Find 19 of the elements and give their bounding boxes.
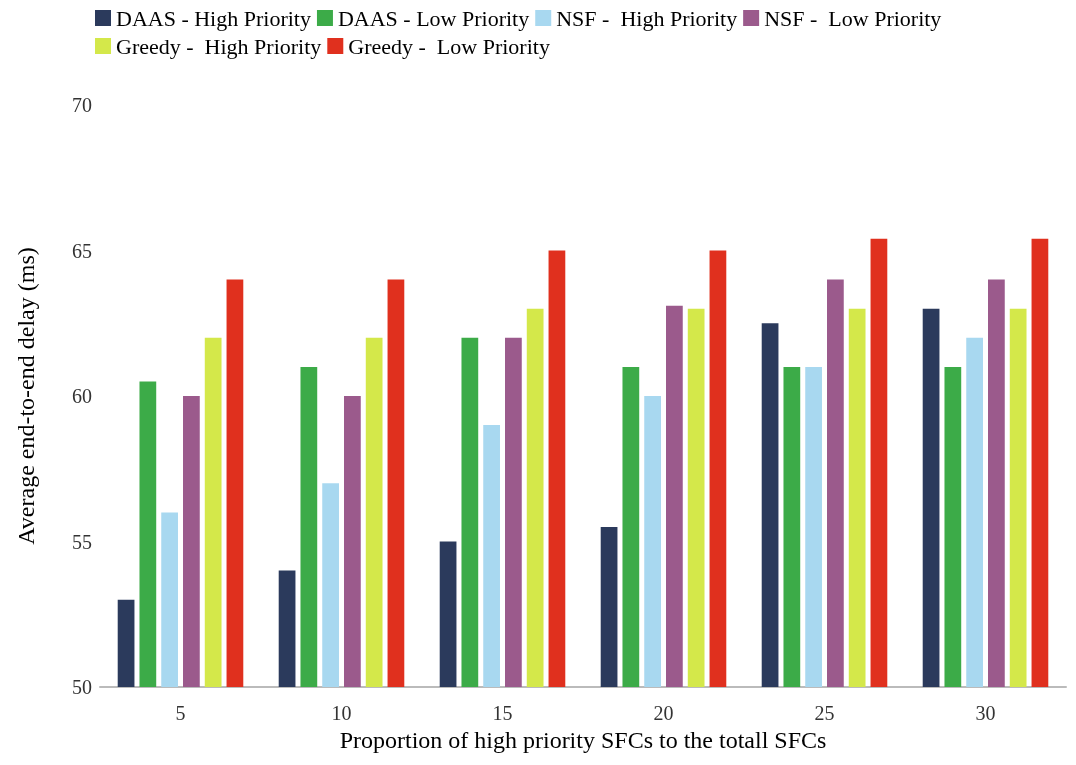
y-tick-label: 60 bbox=[72, 385, 92, 407]
x-axis-title: Proportion of high priority SFCs to the totall SFCs bbox=[339, 726, 827, 753]
x-tick-label: 25 bbox=[814, 702, 835, 724]
x-tick-label: 10 bbox=[331, 702, 352, 724]
y-tick-label: 50 bbox=[72, 676, 92, 698]
x-tick-label: 15 bbox=[492, 702, 513, 724]
legend-label: DAAS - Low Priority bbox=[337, 5, 530, 31]
legend-label: DAAS - High Priority bbox=[116, 5, 311, 31]
x-tick-label: 20 bbox=[653, 702, 674, 724]
y-tick-label: 65 bbox=[72, 239, 92, 262]
y-tick-label: 70 bbox=[72, 94, 92, 116]
y-tick-label: 55 bbox=[72, 530, 92, 553]
legend-label: Greedy - Low Priority bbox=[348, 33, 550, 59]
legend-label: NSF - Low Priority bbox=[764, 5, 942, 31]
legend-label: NSF - High Priority bbox=[556, 5, 738, 31]
x-tick-label: 30 bbox=[975, 702, 996, 724]
y-axis-title: Average end-to-end delay (ms) bbox=[13, 247, 39, 545]
x-tick-label: 5 bbox=[175, 702, 186, 724]
legend-label: Greedy - High Priority bbox=[116, 33, 322, 59]
